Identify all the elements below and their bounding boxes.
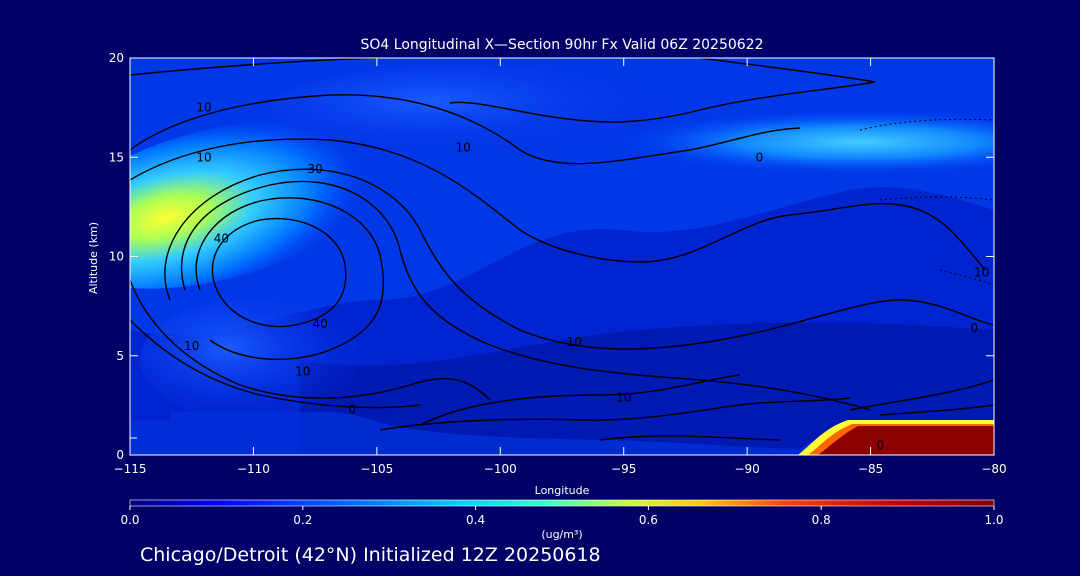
contour-label: 40 xyxy=(312,317,327,331)
colorbar-tick-label: 0.4 xyxy=(466,513,485,527)
contour-line-dotted xyxy=(859,118,994,131)
contour-label: 30 xyxy=(61,325,76,339)
x-axis: −115 −110 −105 −100 −95 −90 −85 −80 xyxy=(114,58,1007,476)
contour-line-dotted xyxy=(939,269,994,286)
colorbar xyxy=(129,499,995,507)
contour-line xyxy=(130,319,421,409)
contour-line xyxy=(849,379,994,411)
contour-label: 40 xyxy=(214,232,229,246)
contour-line xyxy=(130,138,986,271)
contour-label: 10 xyxy=(196,101,211,115)
mid-level-plume xyxy=(140,300,360,420)
upper-band-fill xyxy=(620,110,994,174)
colorbar-tick-label: 1.0 xyxy=(984,513,1003,527)
y-tick-label: 0 xyxy=(116,448,124,462)
x-tick-label: −80 xyxy=(981,462,1006,476)
x-tick-label: −105 xyxy=(360,462,393,476)
contour-line xyxy=(130,279,491,401)
contour-line xyxy=(599,435,781,441)
colorbar-tick-label: 0.6 xyxy=(639,513,658,527)
footer-caption: Chicago/Detroit (42°N) Initialized 12Z 2… xyxy=(140,544,601,566)
colorbar-tick-label: 0.2 xyxy=(293,513,312,527)
plot-area: 10 10 0 10 30 40 40 30 10 10 10 0 10 10 0 0 xyxy=(61,58,994,455)
contour-label: 0 xyxy=(756,150,764,164)
x-axis-label: Longitude xyxy=(535,484,590,497)
upper-tropospheric-plume xyxy=(130,121,381,289)
x-tick-label: −90 xyxy=(734,462,759,476)
contour-line xyxy=(130,58,381,76)
contour-label: 0 xyxy=(348,402,356,416)
surface-max-core xyxy=(818,426,994,455)
contour-lines xyxy=(130,58,994,441)
colorbar-tick-label: 0.0 xyxy=(120,513,139,527)
x-tick-label: −85 xyxy=(858,462,883,476)
contour-label: 10 xyxy=(974,265,989,279)
contour-label: 30 xyxy=(308,162,323,176)
contour-line xyxy=(379,397,851,431)
contour-label: 0 xyxy=(877,438,885,452)
y-tick-label: 10 xyxy=(109,250,124,264)
upper-left-fill xyxy=(270,65,670,155)
contour-line xyxy=(449,58,876,123)
y-tick-label: 15 xyxy=(109,150,124,164)
contour-label: 0 xyxy=(970,321,978,335)
y-tick-label: 5 xyxy=(116,349,124,363)
colorbar-tick-label: 0.8 xyxy=(812,513,831,527)
colorbar-units: (ug/m³) xyxy=(541,528,582,541)
y-tick-label: 20 xyxy=(109,51,124,65)
y-axis: 0 5 10 15 20 xyxy=(109,51,994,462)
x-tick-label: −100 xyxy=(484,462,517,476)
contour-label: 10 xyxy=(456,140,471,154)
x-tick-label: −110 xyxy=(237,462,270,476)
contour-line xyxy=(211,217,347,328)
y-axis-label: Altitude (km) xyxy=(87,222,100,294)
contour-label: 10 xyxy=(616,390,631,404)
contour-line xyxy=(879,404,994,416)
contour-line xyxy=(419,374,741,426)
boundary-layer-field xyxy=(300,322,994,455)
contour-line xyxy=(164,168,994,350)
contour-line xyxy=(195,197,385,361)
contour-line xyxy=(180,180,871,411)
contour-label: 10 xyxy=(295,365,310,379)
x-tick-label: −95 xyxy=(611,462,636,476)
contour-label: 10 xyxy=(567,335,582,349)
contour-line xyxy=(130,94,801,165)
x-tick-label: −115 xyxy=(114,462,147,476)
dotted-contours xyxy=(859,118,994,286)
contour-label: 10 xyxy=(196,150,211,164)
surface-field xyxy=(130,412,994,455)
colorbar-ticks: 0.0 0.2 0.4 0.6 0.8 1.0 xyxy=(120,506,1004,527)
contour-labels: 10 10 0 10 30 40 40 30 10 10 10 0 10 10 0 0 xyxy=(61,101,989,452)
contour-label: 10 xyxy=(184,339,199,353)
chart-title: SO4 Longitudinal X—Section 90hr Fx Valid… xyxy=(361,37,764,53)
